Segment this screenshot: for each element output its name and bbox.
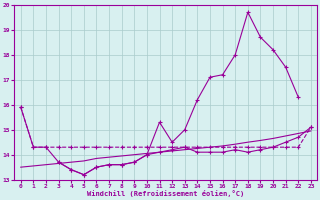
X-axis label: Windchill (Refroidissement éolien,°C): Windchill (Refroidissement éolien,°C) [87, 190, 244, 197]
